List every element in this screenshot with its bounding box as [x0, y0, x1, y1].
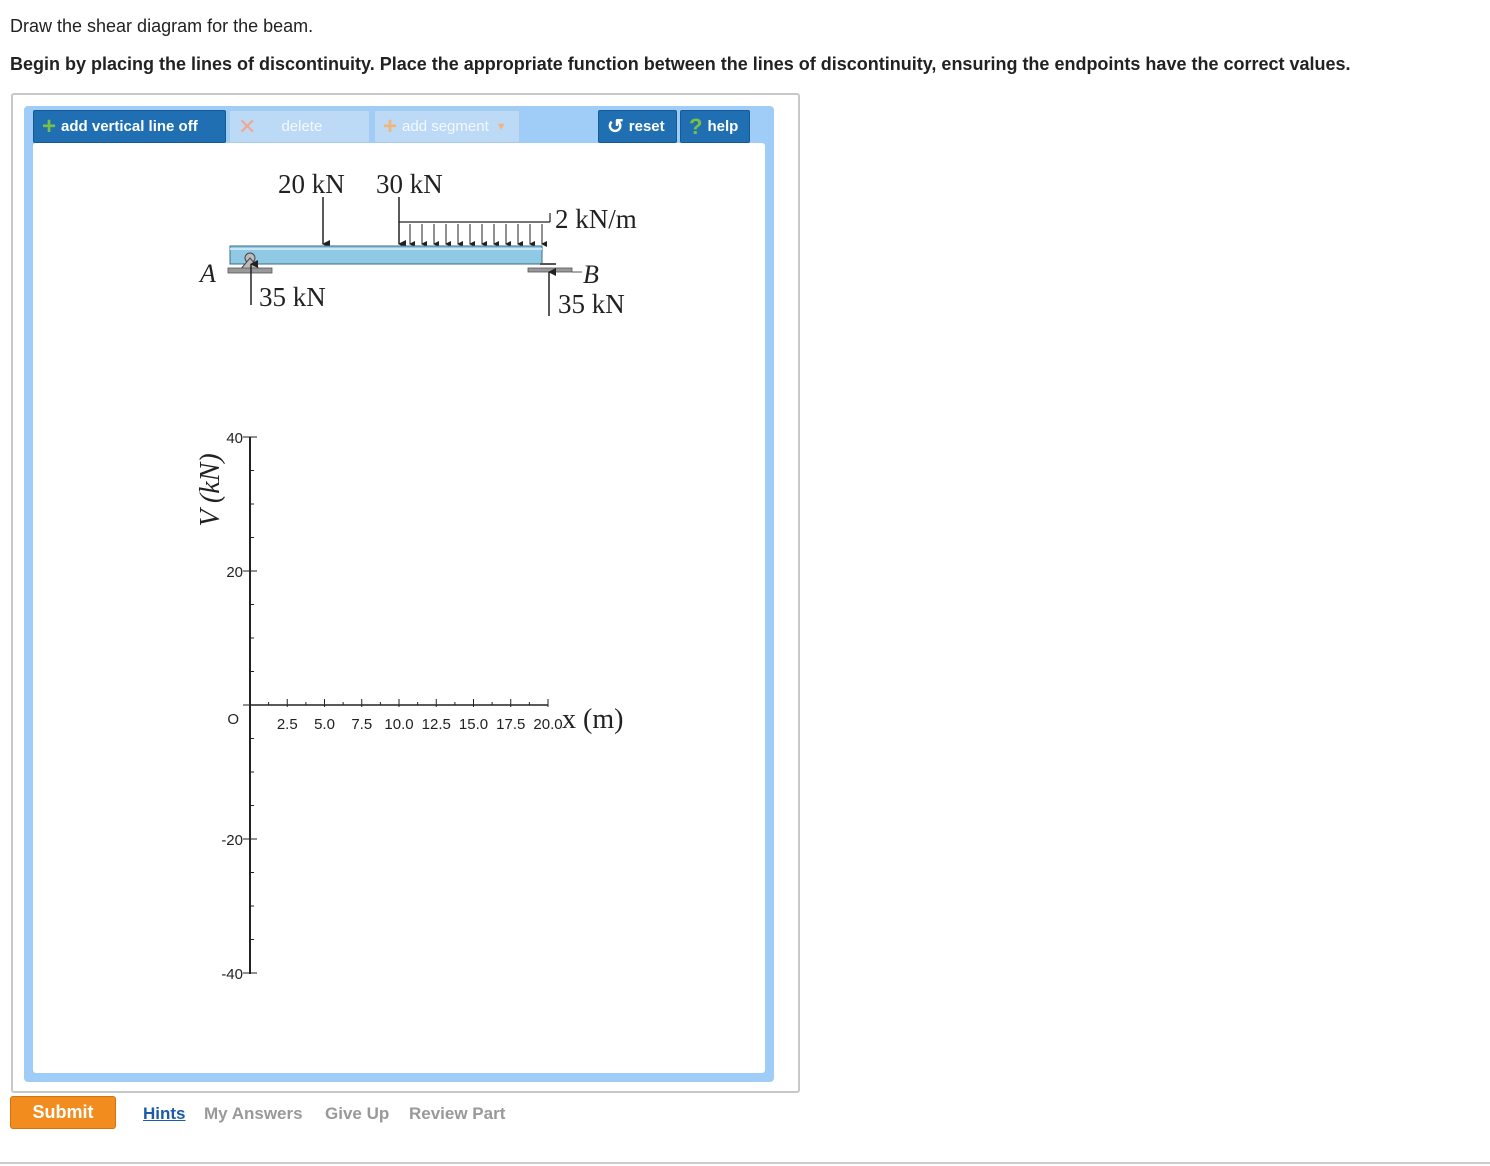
reset-label: reset	[628, 118, 665, 135]
instruction-text: Draw the shear diagram for the beam.	[10, 16, 314, 36]
my-answers-link[interactable]: My Answers	[204, 1104, 303, 1123]
minor-ticks	[243, 436, 549, 974]
drawing-canvas[interactable]	[33, 143, 765, 1073]
support-b-label: B	[583, 260, 599, 289]
x-tick-label: 20.0	[533, 716, 562, 733]
x-tick-label: 17.5	[496, 716, 525, 733]
plus-icon: +	[42, 112, 57, 140]
help-icon: ?	[689, 113, 703, 139]
distributed-load-label: 2 kN/m	[555, 204, 637, 234]
close-icon: ✕	[238, 113, 257, 139]
y-tick-label: O	[227, 711, 239, 728]
add-vertical-line-button[interactable]: + add vertical line off	[33, 110, 226, 143]
x-tick-label: 2.5	[277, 716, 298, 733]
add-segment-button[interactable]: + add segment ▼	[374, 110, 520, 143]
submit-button[interactable]: Submit	[10, 1096, 116, 1129]
bottom-divider	[0, 1162, 1490, 1164]
chevron-down-icon: ▼	[495, 120, 507, 133]
x-axis-label: x (m)	[562, 704, 623, 735]
review-part-link[interactable]: Review Part	[409, 1104, 506, 1123]
help-button[interactable]: ? help	[680, 110, 750, 143]
add-vertical-line-label: add vertical line off	[61, 118, 198, 135]
y-tick-label: 40	[226, 430, 243, 447]
support-a-label: A	[198, 259, 216, 288]
give-up-link[interactable]: Give Up	[325, 1104, 390, 1123]
delete-label: delete	[281, 118, 323, 135]
x-tick-labels: 2.5 5.0 7.5 10.0 12.5 15.0 17.5 20.0	[277, 716, 563, 733]
x-tick-label: 5.0	[314, 716, 335, 733]
delete-button[interactable]: ✕ delete	[229, 110, 370, 143]
hints-link[interactable]: Hints	[143, 1104, 186, 1123]
load-label-30kn: 30 kN	[376, 169, 443, 199]
roller-support-b	[527, 263, 582, 273]
distributed-load	[399, 213, 551, 247]
add-segment-label: add segment	[402, 118, 489, 135]
reaction-b-label: 35 kN	[558, 289, 625, 319]
y-axis-label: V (kN)	[195, 453, 226, 526]
y-tick-label: -40	[221, 966, 243, 983]
help-label: help	[707, 118, 739, 135]
reaction-a-label: 35 kN	[259, 282, 326, 312]
beam	[229, 245, 543, 265]
load-label-20kn: 20 kN	[278, 169, 345, 199]
reset-icon: ↺	[607, 115, 624, 138]
instruction-bold-text: Begin by placing the lines of discontinu…	[10, 54, 1351, 74]
y-tick-labels: 40 20 O -20 -40	[221, 430, 243, 983]
plus-icon: +	[383, 112, 398, 140]
x-tick-label: 7.5	[351, 716, 372, 733]
x-tick-label: 15.0	[459, 716, 488, 733]
y-tick-label: -20	[221, 832, 243, 849]
x-tick-label: 10.0	[384, 716, 413, 733]
beam-diagram: 20 kN 30 kN 2 kN/m	[198, 169, 637, 319]
shear-graph: 40 20 O -20 -40 2.5 5.0 7.5 10.0 12.5 15.0 17.5 20.…	[195, 430, 623, 983]
x-tick-label: 12.5	[422, 716, 451, 733]
y-tick-label: 20	[226, 564, 243, 581]
reset-button[interactable]: ↺ reset	[598, 110, 677, 143]
